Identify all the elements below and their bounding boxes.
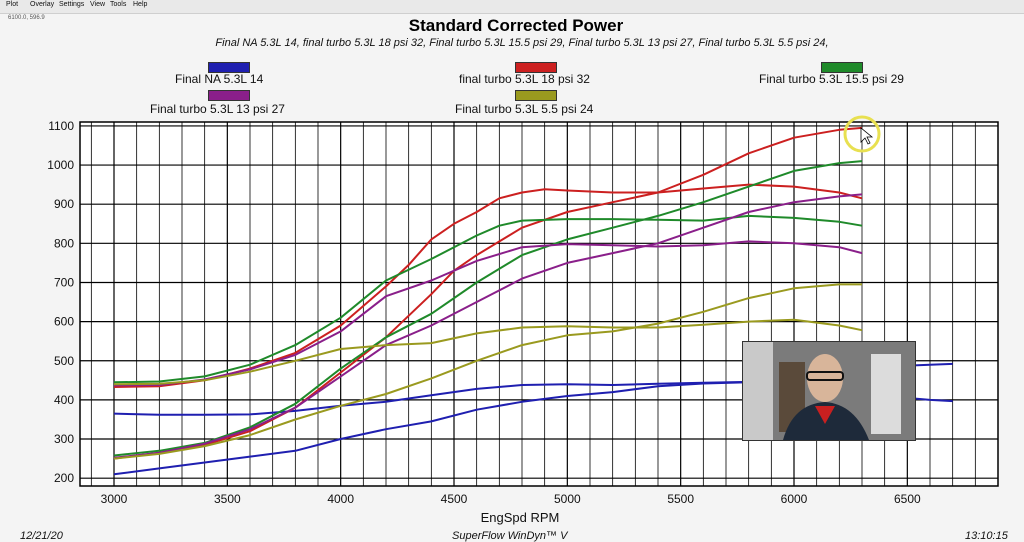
- footer-time: 13:10:15: [965, 530, 1008, 542]
- cursor-coordinate-readout: 6100.0, 596.9: [8, 15, 45, 21]
- y-tick-label: 800: [54, 236, 74, 250]
- cursor-highlight-circle: [843, 115, 881, 153]
- menu-item-view[interactable]: View: [90, 1, 106, 8]
- presenter-head: [807, 354, 843, 402]
- series-line-2-curve-1: [113, 160, 863, 457]
- y-tick-label: 600: [54, 315, 74, 329]
- series-line-2-curve-0: [113, 214, 863, 384]
- menu-item-tools[interactable]: Tools: [110, 1, 127, 8]
- y-tick-label: 500: [54, 354, 74, 368]
- series-line-1-curve-0: [113, 183, 863, 388]
- series-line-3-curve-0: [113, 240, 863, 387]
- legend-label-final-na-14: Final NA 5.3L 14: [175, 72, 264, 86]
- y-tick-label: 900: [54, 197, 74, 211]
- y-tick-label: 1000: [47, 158, 74, 172]
- legend-swatch-final-na-14: [208, 62, 250, 73]
- menu-item-help[interactable]: Help: [133, 1, 148, 8]
- x-tick-label: 5000: [554, 492, 581, 506]
- legend-label-turbo-15-5psi: Final turbo 5.3L 15.5 psi 29: [759, 72, 904, 86]
- legend-label-turbo-13psi: Final turbo 5.3L 13 psi 27: [150, 102, 285, 116]
- y-tick-label: 700: [54, 275, 74, 289]
- legend-swatch-turbo-5-5psi: [515, 90, 557, 101]
- y-tick-label: 200: [54, 471, 74, 485]
- series-line-4-curve-1: [113, 283, 862, 460]
- footer-product: SuperFlow WinDyn™ V: [452, 530, 568, 542]
- webcam-overlay: [742, 341, 916, 441]
- legend-swatch-turbo-13psi: [208, 90, 250, 101]
- presenter-glasses: [806, 371, 844, 381]
- x-tick-label: 3000: [101, 492, 128, 506]
- x-tick-label: 4000: [327, 492, 354, 506]
- y-tick-label: 400: [54, 393, 74, 407]
- menu-item-plot[interactable]: Plot: [6, 1, 19, 8]
- chart-subtitle: Final NA 5.3L 14, final turbo 5.3L 18 ps…: [215, 37, 829, 49]
- legend-label-turbo-5-5psi: Final turbo 5.3L 5.5 psi 24: [455, 102, 594, 116]
- series-line-3-curve-1: [113, 193, 863, 459]
- tick-labels: 3000 3500 4000 4500 5000 5500 6000 6500 200 300 40…: [47, 119, 921, 506]
- mouse-cursor-icon: [860, 127, 874, 145]
- webcam-door: [871, 354, 901, 434]
- series-line-4-curve-0: [113, 318, 863, 386]
- menu-item-overlay[interactable]: Overlay: [30, 1, 55, 8]
- y-tick-label: 300: [54, 432, 74, 446]
- menu-bar: Plot Overlay Settings View Tools Help: [0, 0, 1024, 14]
- grid-lines: [80, 122, 998, 486]
- chart-title: Standard Corrected Power: [408, 16, 624, 35]
- x-axis-label: EngSpd RPM: [480, 510, 560, 525]
- presenter-shirt-collar: [815, 406, 835, 424]
- legend-swatch-turbo-15-5psi: [821, 62, 863, 73]
- footer-date: 12/21/20: [20, 530, 63, 542]
- series-line-1-curve-1: [113, 126, 863, 460]
- x-tick-label: 4500: [441, 492, 468, 506]
- x-tick-label: 5500: [667, 492, 694, 506]
- legend-swatch-turbo-18psi: [515, 62, 557, 73]
- x-tick-label: 6500: [894, 492, 921, 506]
- x-tick-label: 6000: [781, 492, 808, 506]
- y-tick-label: 1100: [48, 119, 74, 133]
- webcam-bright-window: [743, 342, 773, 440]
- menu-item-settings[interactable]: Settings: [59, 1, 85, 8]
- x-tick-label: 3500: [214, 492, 241, 506]
- series-layer: [113, 126, 953, 476]
- legend-label-turbo-18psi: final turbo 5.3L 18 psi 32: [459, 72, 590, 86]
